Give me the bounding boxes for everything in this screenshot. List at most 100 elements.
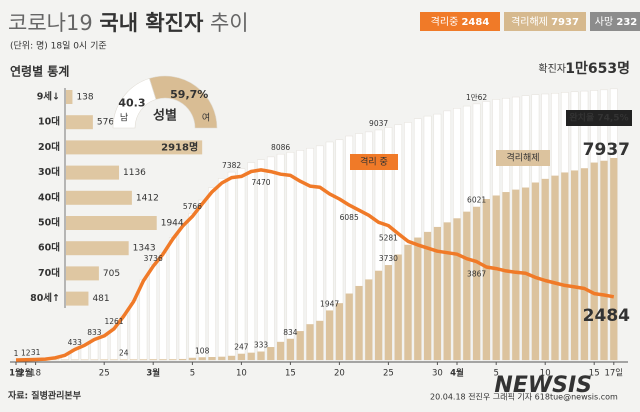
gender-category: 여 xyxy=(202,112,210,124)
bar xyxy=(345,293,353,360)
age-bar xyxy=(66,241,129,256)
legend-value: 7937 xyxy=(551,17,579,28)
age-bar xyxy=(66,291,89,306)
x-tick-label: 3월 xyxy=(146,368,160,379)
bar xyxy=(512,189,520,360)
bar xyxy=(463,211,471,360)
x-tick-label: 17일 xyxy=(604,369,623,379)
bar xyxy=(100,359,108,360)
age-value-label: 576 xyxy=(97,118,114,128)
age-value-label: 1136 xyxy=(123,168,146,178)
x-tick-label: 25 xyxy=(99,369,110,379)
series-badge xyxy=(350,154,398,170)
value-label: 24 xyxy=(119,348,129,357)
gender-category: 남 xyxy=(120,113,128,124)
age-bar xyxy=(66,216,157,230)
x-tick-label: 4월 xyxy=(450,368,464,379)
x-tick-label: 10 xyxy=(540,369,551,379)
value-label: 1만62 xyxy=(466,93,487,102)
value-label: 834 xyxy=(283,328,298,337)
watermark: NEWSIS xyxy=(494,373,592,398)
x-tick-label: 25 xyxy=(383,369,394,379)
value-label: 7470 xyxy=(251,178,270,187)
legend-badge xyxy=(420,12,500,31)
value-label: 433 xyxy=(68,338,83,347)
bar xyxy=(139,279,148,361)
age-category: 50대 xyxy=(38,217,60,229)
age-category: 30대 xyxy=(38,166,60,178)
age-category: 60대 xyxy=(38,242,60,254)
end-value-label: 7937 xyxy=(583,140,630,160)
value-label: 31 xyxy=(31,348,41,357)
value-label: 1 xyxy=(14,349,19,358)
x-tick-label: 2월 xyxy=(19,368,33,379)
bar xyxy=(257,351,265,360)
end-value-label: 1만653명 xyxy=(565,60,630,77)
bar xyxy=(179,358,187,360)
age-value-label: 1412 xyxy=(136,193,159,203)
legend-label: 격리해제 xyxy=(511,15,548,28)
bar xyxy=(198,357,206,360)
bar xyxy=(610,157,618,360)
bar xyxy=(296,331,304,360)
legend-value: 2484 xyxy=(461,17,489,28)
bar xyxy=(375,270,383,360)
value-label: 833 xyxy=(87,328,102,337)
bar xyxy=(473,206,481,360)
x-tick-label: 20 xyxy=(334,369,345,379)
legend: 격리중 2484 격리해제 7937 사망 232 xyxy=(420,12,640,31)
gender-title: 성별 xyxy=(153,108,177,124)
bar xyxy=(335,303,343,360)
age-value-label: 138 xyxy=(76,93,93,103)
bar xyxy=(561,172,569,360)
legend-label: 사망 xyxy=(595,16,613,28)
bar xyxy=(277,341,285,360)
value-label: 1261 xyxy=(104,317,123,326)
bar xyxy=(433,226,441,360)
value-label: 333 xyxy=(254,341,269,350)
bar xyxy=(492,195,500,360)
bar xyxy=(149,359,157,360)
bar xyxy=(218,356,226,360)
bar xyxy=(286,338,294,360)
bar xyxy=(129,300,138,361)
bar xyxy=(168,237,177,361)
bar xyxy=(394,254,402,360)
age-bar xyxy=(66,90,73,104)
age-bar xyxy=(66,115,93,130)
bar xyxy=(120,359,128,360)
line xyxy=(15,168,615,362)
value-label: 108 xyxy=(195,346,210,355)
value-label: 3730 xyxy=(379,254,398,263)
legend-entry: 사망 232 xyxy=(595,16,638,28)
age-chart: 연령별 통계 9세↓ 138 10대 576 20대 2918명 30대 1136 40대 1412… xyxy=(10,64,203,308)
bar xyxy=(100,334,109,361)
bar xyxy=(384,265,392,360)
legend-entry: 격리중 2484 xyxy=(431,15,490,28)
value-label: 6021 xyxy=(467,196,486,205)
legend-label: 격리중 xyxy=(431,15,459,28)
bar xyxy=(228,355,236,360)
title-main: 국내 확진자 xyxy=(99,11,204,35)
age-category: 70대 xyxy=(38,267,60,279)
age-category: 80세↑ xyxy=(30,292,60,304)
value-label: 3736 xyxy=(144,254,163,263)
bar xyxy=(590,162,598,360)
bar xyxy=(178,224,187,361)
bar xyxy=(267,347,275,360)
x-tick-label: 15 xyxy=(589,369,600,379)
x-tick-label: 18 xyxy=(30,369,41,379)
value-label: 3867 xyxy=(467,270,486,279)
age-category: 40대 xyxy=(38,191,60,203)
bar xyxy=(198,199,207,361)
bar xyxy=(208,356,216,360)
bar xyxy=(443,222,451,360)
bar xyxy=(580,168,588,360)
bar xyxy=(551,175,559,360)
bar xyxy=(149,264,158,361)
credit: 20.04.18 전진우 그래픽 기자 618tue@newsis.com xyxy=(430,392,618,402)
gender-chart: 40.3 남 59,7% 여 성별 xyxy=(112,75,218,129)
legend-value: 232 xyxy=(616,17,637,28)
bar xyxy=(541,178,549,360)
